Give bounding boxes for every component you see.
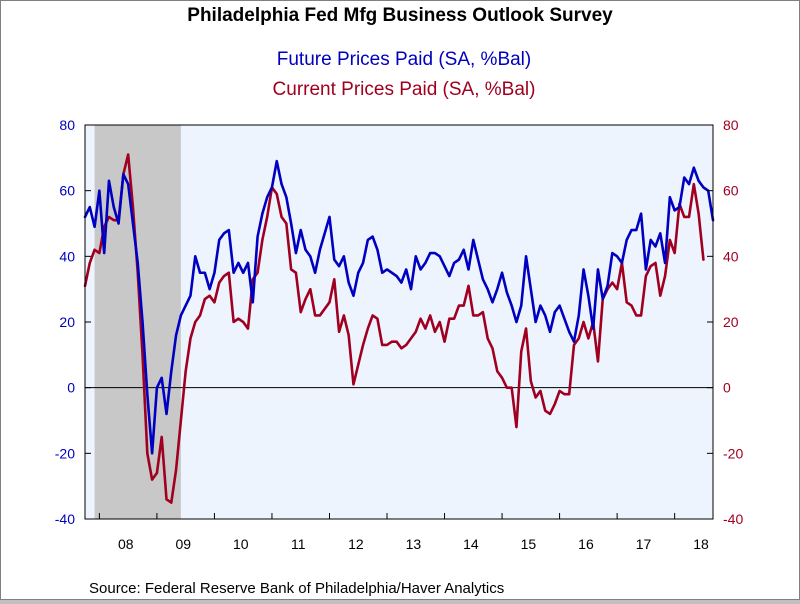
left-y-tick-label: 40 (59, 248, 75, 264)
x-tick-label: 11 (291, 536, 306, 552)
right-y-tick-label: 80 (723, 117, 739, 133)
right-y-tick-label: 20 (723, 314, 739, 330)
right-y-axis: -40 -20 0 20 40 60 80 (707, 117, 743, 527)
x-tick-label: 14 (463, 536, 479, 552)
series-layer (83, 153, 715, 504)
left-y-tick-label: 20 (59, 314, 75, 330)
x-tick-label: 08 (118, 536, 134, 552)
left-y-tick-label: 60 (59, 183, 75, 199)
future-prices-line (83, 159, 715, 455)
left-y-axis: -40 -20 0 20 40 60 80 (55, 117, 91, 527)
plot-background (84, 124, 714, 520)
x-tick-label: 15 (521, 536, 537, 552)
legend-future-prices: Future Prices Paid (SA, %Bal) (277, 49, 531, 70)
left-y-tick-label: -40 (55, 511, 75, 527)
legend-current-prices: Current Prices Paid (SA, %Bal) (273, 79, 536, 100)
left-y-tick-label: -20 (55, 445, 75, 461)
x-tick-label: 09 (175, 536, 191, 552)
current-prices-line (83, 153, 705, 504)
chart-title: Philadelphia Fed Mfg Business Outlook Su… (187, 5, 613, 26)
plot-area (83, 124, 715, 520)
x-tick-label: 16 (578, 536, 594, 552)
right-y-tick-label: 40 (723, 248, 739, 264)
x-tick-label: 18 (693, 536, 709, 552)
right-y-tick-label: 60 (723, 183, 739, 199)
x-tick-label: 10 (233, 536, 249, 552)
x-tick-label: 13 (406, 536, 422, 552)
left-y-tick-label: 0 (67, 380, 75, 396)
left-y-tick-label: 80 (59, 117, 75, 133)
x-axis: 08 09 10 11 12 13 14 15 16 17 18 (98, 513, 709, 552)
x-tick-label: 17 (636, 536, 652, 552)
right-y-tick-label: -40 (723, 511, 743, 527)
x-tick-label: 12 (348, 536, 364, 552)
source-note: Source: Federal Reserve Bank of Philadel… (89, 580, 504, 597)
right-y-tick-label: 0 (723, 380, 731, 396)
right-y-tick-label: -20 (723, 445, 743, 461)
